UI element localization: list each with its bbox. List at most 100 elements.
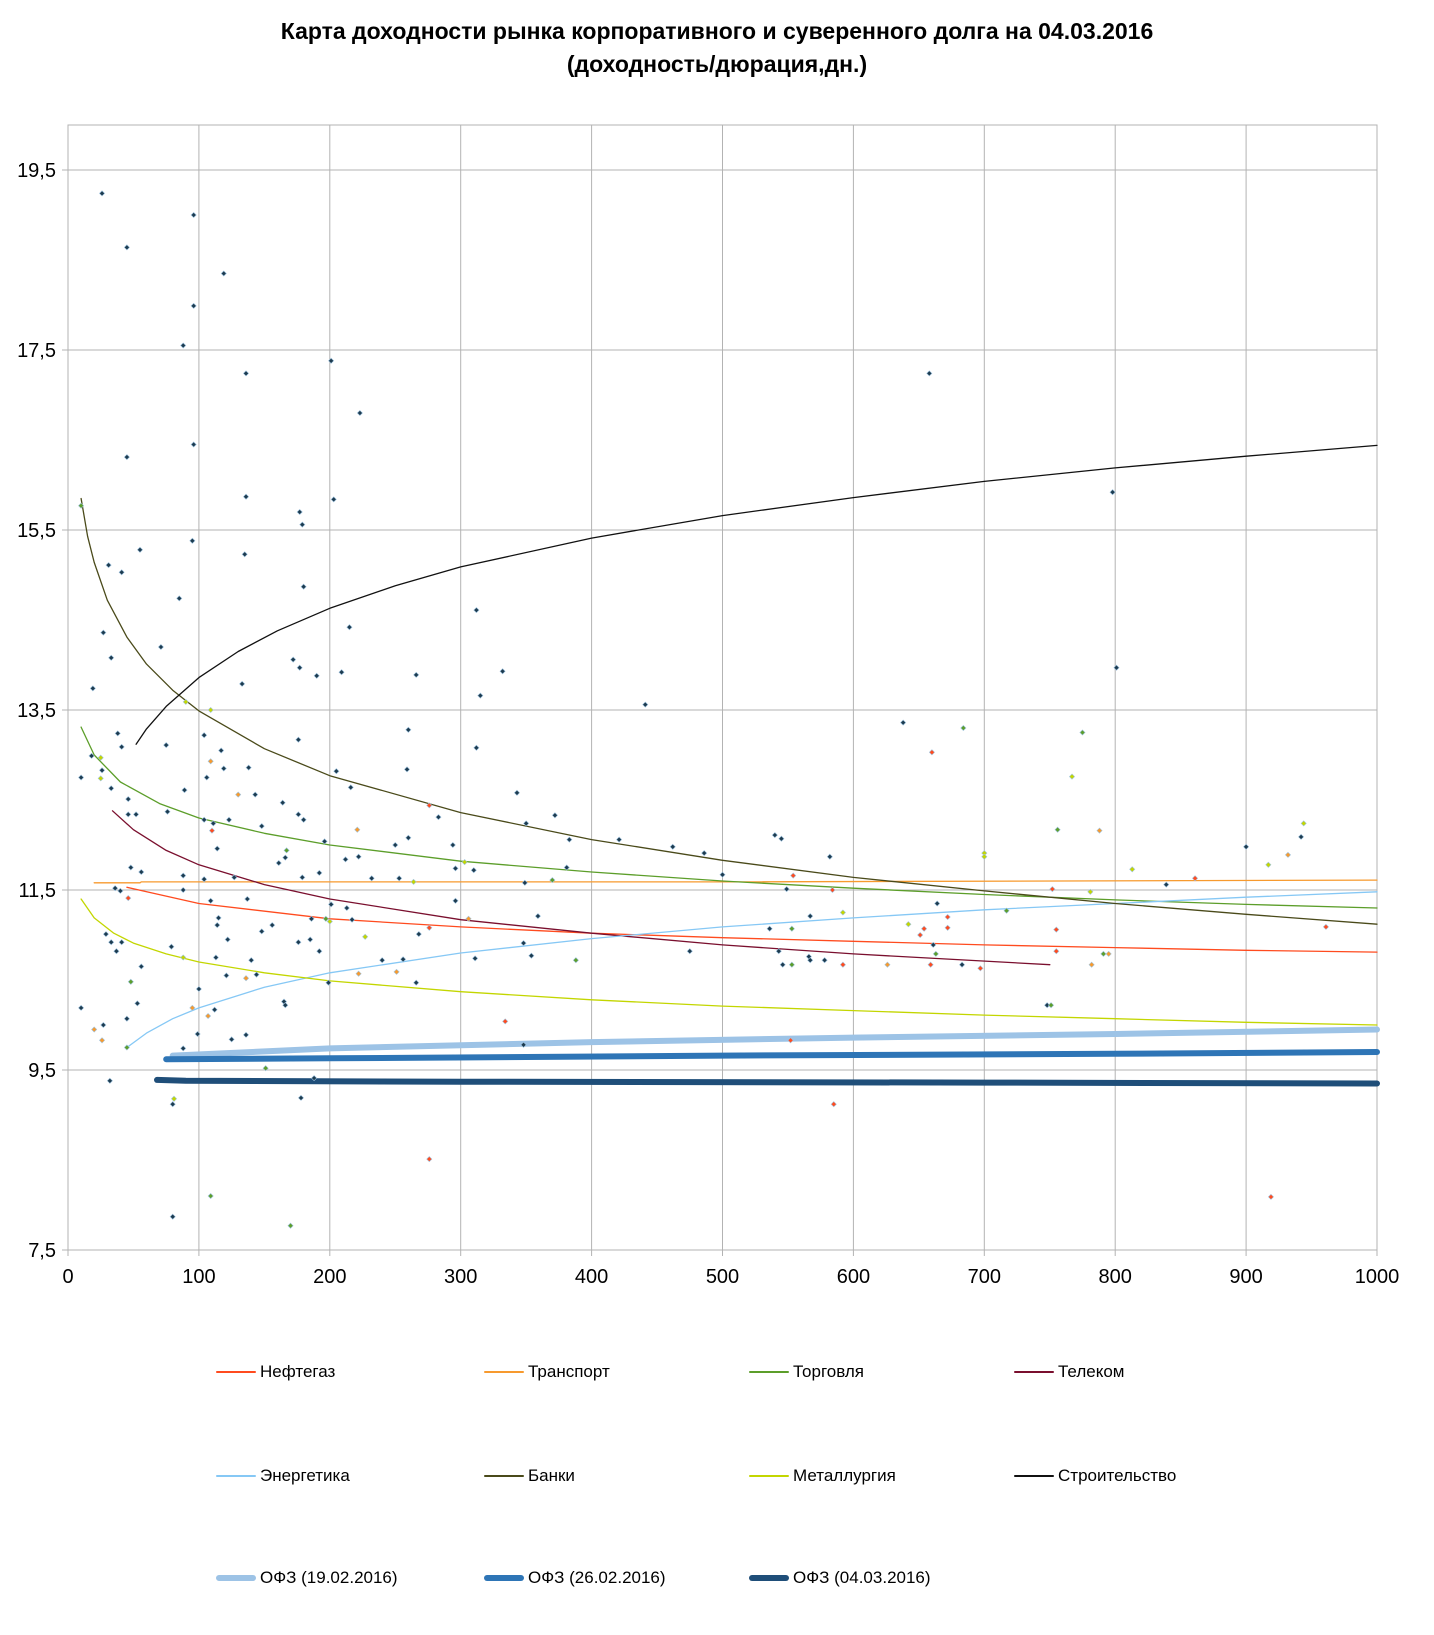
data-point [296, 508, 303, 516]
data-point [1267, 1193, 1274, 1200]
data-point [400, 956, 407, 963]
data-point [616, 836, 623, 843]
legend-swatch [484, 1371, 524, 1373]
data-point [297, 1094, 305, 1101]
data-point [405, 726, 412, 733]
data-point [410, 878, 417, 885]
y-tick-label: 11,5 [19, 880, 56, 902]
data-point [190, 211, 197, 219]
data-point [477, 692, 484, 699]
legend-item-transport: Транспорт [484, 1362, 610, 1382]
data-point [180, 342, 187, 349]
data-point [218, 747, 225, 754]
data-point [248, 957, 255, 964]
legend-swatch [216, 1371, 256, 1373]
data-point [136, 546, 144, 553]
data-point [311, 1075, 318, 1082]
data-point [242, 975, 250, 982]
data-point [355, 970, 362, 977]
data-point [775, 948, 782, 955]
data-point [169, 1213, 176, 1220]
data-point [214, 845, 221, 852]
data-point [207, 706, 214, 714]
data-point [164, 808, 171, 815]
data-point [201, 732, 208, 739]
data-point [282, 1002, 289, 1009]
data-point [563, 864, 570, 871]
data-point [346, 624, 353, 631]
data-point [239, 680, 246, 687]
data-point [566, 836, 573, 843]
legend-item-torgovlya: Торговля [749, 1362, 864, 1382]
data-point [520, 940, 527, 947]
data-point [106, 1077, 113, 1084]
data-point [829, 886, 836, 894]
data-point [449, 841, 456, 849]
data-point [368, 875, 375, 882]
data-point [205, 1012, 212, 1020]
data-point [133, 811, 140, 818]
data-point [258, 928, 265, 935]
data-point [435, 814, 442, 821]
data-point [108, 785, 115, 792]
data-point [333, 768, 340, 775]
data-point [212, 954, 219, 961]
data-point [900, 719, 907, 726]
legend-item-telecom: Телеком [1014, 1362, 1124, 1382]
data-point [452, 865, 459, 872]
legend-label: ОФЗ (19.02.2016) [260, 1568, 398, 1587]
data-point [426, 924, 433, 931]
data-point [245, 764, 252, 771]
data-point [338, 669, 345, 676]
x-tick-label: 0 [62, 1266, 73, 1288]
data-point [180, 886, 187, 894]
data-point [1284, 851, 1292, 858]
data-point [258, 823, 265, 830]
data-point [499, 668, 506, 675]
data-point [108, 654, 115, 661]
data-point [275, 859, 282, 867]
data-point [470, 867, 477, 874]
data-point [839, 909, 846, 916]
data-point [1087, 888, 1094, 895]
data-point [1100, 950, 1107, 957]
data-point [242, 493, 250, 500]
data-point [176, 595, 183, 602]
data-point [295, 939, 302, 946]
legend-item-neftegaz: Нефтегаз [216, 1362, 335, 1382]
data-point [788, 925, 795, 932]
data-point [1192, 875, 1199, 882]
data-point [180, 872, 187, 879]
data-point [934, 900, 941, 907]
x-tick-label: 700 [968, 1266, 1001, 1288]
data-point [78, 774, 85, 781]
data-point [283, 847, 290, 854]
data-point [118, 939, 125, 946]
data-point [1109, 489, 1116, 496]
data-point [1096, 827, 1103, 834]
data-point [415, 931, 422, 938]
data-point [355, 853, 362, 860]
data-point [125, 895, 132, 902]
legend-label: ОФЗ (04.03.2016) [793, 1568, 931, 1587]
data-point [413, 979, 420, 986]
data-point [290, 656, 297, 663]
legend-label: Строительство [1058, 1466, 1177, 1485]
x-tick-label: 600 [837, 1266, 870, 1288]
data-point [195, 985, 202, 993]
data-point [123, 244, 130, 251]
legend-item-energetika: Энергетика [216, 1466, 350, 1486]
data-point [295, 736, 302, 743]
data-point [214, 922, 221, 929]
data-point [180, 954, 187, 961]
data-point [520, 1041, 527, 1048]
data-point [413, 671, 420, 678]
data-point [279, 799, 286, 806]
data-point [788, 961, 795, 968]
data-point [321, 838, 328, 845]
data-point [1068, 773, 1076, 780]
data-point [826, 853, 833, 860]
data-point [108, 939, 115, 946]
data-point [171, 1095, 178, 1102]
data-point [100, 1021, 107, 1029]
